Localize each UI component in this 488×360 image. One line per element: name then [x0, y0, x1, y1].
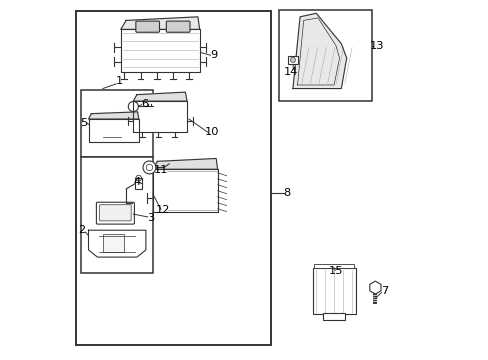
- Text: 7: 7: [380, 286, 387, 296]
- Text: 9: 9: [210, 50, 217, 60]
- Polygon shape: [133, 92, 187, 101]
- Text: 6: 6: [141, 99, 148, 109]
- FancyBboxPatch shape: [96, 202, 134, 224]
- Text: 14: 14: [284, 67, 298, 77]
- Text: 2: 2: [79, 225, 85, 235]
- Polygon shape: [153, 169, 217, 212]
- Text: 11: 11: [153, 165, 167, 175]
- Text: 13: 13: [369, 41, 384, 50]
- FancyBboxPatch shape: [136, 21, 159, 32]
- Polygon shape: [88, 230, 145, 257]
- Bar: [287, 55, 298, 64]
- FancyBboxPatch shape: [100, 205, 131, 221]
- Bar: [102, 234, 124, 252]
- Polygon shape: [88, 112, 139, 119]
- Polygon shape: [133, 101, 187, 132]
- Bar: [314, 264, 353, 268]
- Polygon shape: [292, 13, 346, 89]
- Bar: [81, 157, 153, 273]
- Text: 3: 3: [147, 213, 155, 222]
- Polygon shape: [88, 119, 139, 142]
- Bar: [278, 10, 371, 101]
- Bar: [135, 178, 142, 189]
- Polygon shape: [121, 17, 199, 30]
- Text: 5: 5: [81, 118, 88, 128]
- Text: 4: 4: [133, 177, 140, 187]
- Text: 10: 10: [204, 127, 219, 137]
- Text: 8: 8: [282, 188, 289, 198]
- Circle shape: [142, 161, 156, 174]
- FancyBboxPatch shape: [166, 21, 190, 32]
- Bar: [76, 12, 271, 345]
- Polygon shape: [121, 30, 199, 72]
- Bar: [312, 268, 355, 315]
- Polygon shape: [153, 158, 217, 169]
- Bar: [81, 90, 153, 157]
- Text: 12: 12: [155, 206, 169, 216]
- Bar: [323, 314, 344, 320]
- Text: 15: 15: [328, 266, 343, 276]
- Circle shape: [290, 57, 295, 62]
- Text: 1: 1: [116, 76, 123, 86]
